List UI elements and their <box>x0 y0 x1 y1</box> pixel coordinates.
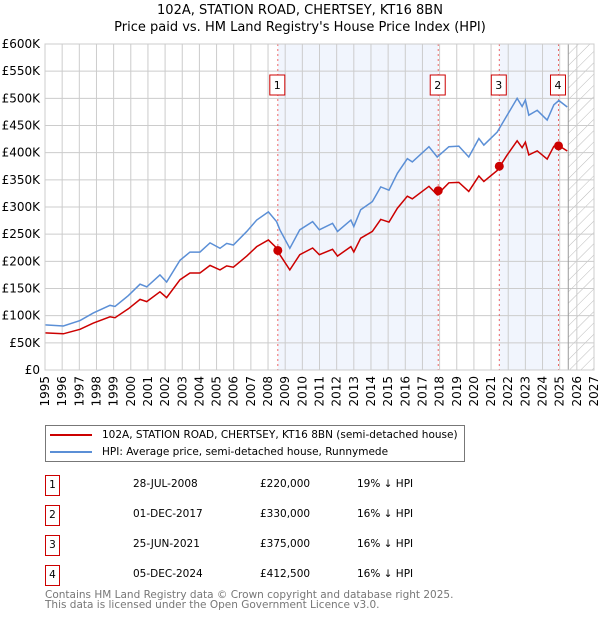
x-tick-label: 1998 <box>89 376 103 407</box>
sale-point <box>433 186 443 196</box>
sale-row: 3 25-JUN-2021 £375,000 16% ↓ HPI <box>45 535 465 556</box>
x-tick-label: 2010 <box>295 376 309 407</box>
x-tick-label: 2008 <box>261 376 275 407</box>
sale-marker-number: 2 <box>45 505 60 526</box>
y-tick-label: £250K <box>2 227 42 241</box>
legend: 102A, STATION ROAD, CHERTSEY, KT16 8BN (… <box>45 425 465 462</box>
sale-price: £330,000 <box>260 508 311 520</box>
legend-label-hpi: HPI: Average price, semi-detached house,… <box>102 446 389 458</box>
x-tick-label: 2007 <box>244 376 258 407</box>
x-tick-label: 1995 <box>38 376 52 407</box>
sale-date: 25-JUN-2021 <box>133 538 200 550</box>
sale-hpi-diff: 16% ↓ HPI <box>357 538 414 550</box>
sale-date: 05-DEC-2024 <box>133 568 203 580</box>
x-tick-label: 2001 <box>141 376 155 407</box>
x-tick-label: 2019 <box>450 376 464 407</box>
footer-copyright: Contains HM Land Registry data © Crown c… <box>45 589 454 601</box>
sale-marker-number: 3 <box>45 535 60 556</box>
x-tick-label: 2026 <box>570 376 584 407</box>
x-tick-label: 2027 <box>587 376 600 407</box>
x-tick-label: 2006 <box>227 376 241 407</box>
y-tick-label: £0 <box>25 363 40 377</box>
x-tick-label: 1996 <box>55 376 69 407</box>
y-tick-label: £450K <box>2 119 42 133</box>
footer-licence: This data is licensed under the Open Gov… <box>45 599 380 611</box>
sale-point <box>273 245 283 255</box>
x-tick-label: 2014 <box>364 376 378 407</box>
y-tick-label: £300K <box>2 200 42 214</box>
x-tick-label: 2024 <box>536 376 550 407</box>
x-tick-label: 2021 <box>484 376 498 407</box>
sale-price: £375,000 <box>260 538 311 550</box>
sale-label-box <box>269 74 286 96</box>
footer: Contains HM Land Registry data © Crown c… <box>45 589 454 611</box>
legend-item-hpi: HPI: Average price, semi-detached house,… <box>50 444 388 460</box>
x-tick-label: 2005 <box>210 376 224 407</box>
hpi-line <box>44 96 568 327</box>
price-paid-line <box>44 139 568 335</box>
sale-label-box <box>549 74 566 96</box>
x-tick-label: 2012 <box>330 376 344 407</box>
y-tick-label: £200K <box>2 254 42 268</box>
sale-label-number: 1 <box>274 79 281 92</box>
chart-subtitle: Price paid vs. HM Land Registry's House … <box>114 20 486 35</box>
y-tick-label: £400K <box>2 146 42 160</box>
sale-date: 01-DEC-2017 <box>133 508 203 520</box>
x-tick-label: 1997 <box>72 376 86 407</box>
x-tick-label: 2003 <box>175 376 189 407</box>
x-tick-label: 2020 <box>467 376 481 407</box>
y-tick-label: £500K <box>2 91 42 105</box>
y-tick-label: £150K <box>2 282 42 296</box>
y-tick-label: £100K <box>2 309 42 323</box>
x-tick-label: 2000 <box>124 376 138 407</box>
x-tick-label: 2013 <box>347 376 361 407</box>
x-tick-label: 1999 <box>107 376 121 407</box>
plot-border <box>44 43 595 371</box>
sale-row: 4 05-DEC-2024 £412,500 16% ↓ HPI <box>45 565 465 586</box>
x-tick-label: 2022 <box>501 376 515 407</box>
x-tick-label: 2017 <box>415 376 429 407</box>
sale-date: 28-JUL-2008 <box>133 478 198 490</box>
x-tick-label: 2023 <box>518 376 532 407</box>
x-tick-label: 2009 <box>278 376 292 407</box>
y-tick-label: £350K <box>2 173 42 187</box>
legend-label-property: 102A, STATION ROAD, CHERTSEY, KT16 8BN (… <box>102 429 458 441</box>
sale-label-number: 4 <box>554 79 561 92</box>
sale-label-box <box>429 74 446 96</box>
sale-row: 1 28-JUL-2008 £220,000 19% ↓ HPI <box>45 475 465 496</box>
sale-price: £412,500 <box>260 568 311 580</box>
sale-label-number: 3 <box>495 79 502 92</box>
legend-item-property: 102A, STATION ROAD, CHERTSEY, KT16 8BN (… <box>50 427 458 443</box>
sale-point <box>494 161 504 171</box>
x-tick-label: 2011 <box>313 376 327 407</box>
x-tick-label: 2025 <box>553 376 567 407</box>
red-line-swatch <box>50 434 92 436</box>
sale-marker-number: 4 <box>45 565 60 586</box>
sale-hpi-diff: 16% ↓ HPI <box>357 508 414 520</box>
sale-label-number: 2 <box>434 79 441 92</box>
sale-price: £220,000 <box>260 478 311 490</box>
x-tick-label: 2015 <box>381 376 395 407</box>
sale-point <box>553 141 563 151</box>
sale-hpi-diff: 19% ↓ HPI <box>357 478 414 490</box>
y-tick-label: £50K <box>9 336 41 350</box>
blue-line-swatch <box>50 451 92 453</box>
sale-label-box <box>490 74 507 96</box>
x-tick-label: 2016 <box>398 376 412 407</box>
chart-title: 102A, STATION ROAD, CHERTSEY, KT16 8BN <box>157 3 443 18</box>
x-tick-label: 2004 <box>192 376 206 407</box>
sale-hpi-diff: 16% ↓ HPI <box>357 568 414 580</box>
y-tick-label: £550K <box>2 64 42 78</box>
sale-row: 2 01-DEC-2017 £330,000 16% ↓ HPI <box>45 505 465 526</box>
x-tick-label: 2002 <box>158 376 172 407</box>
sale-marker-number: 1 <box>45 475 60 496</box>
price-chart: £0 £50K £100K £150K £200K £250K £300K £350K £400… <box>2 37 600 407</box>
x-tick-label: 2018 <box>433 376 447 407</box>
y-tick-label: £600K <box>2 37 42 51</box>
